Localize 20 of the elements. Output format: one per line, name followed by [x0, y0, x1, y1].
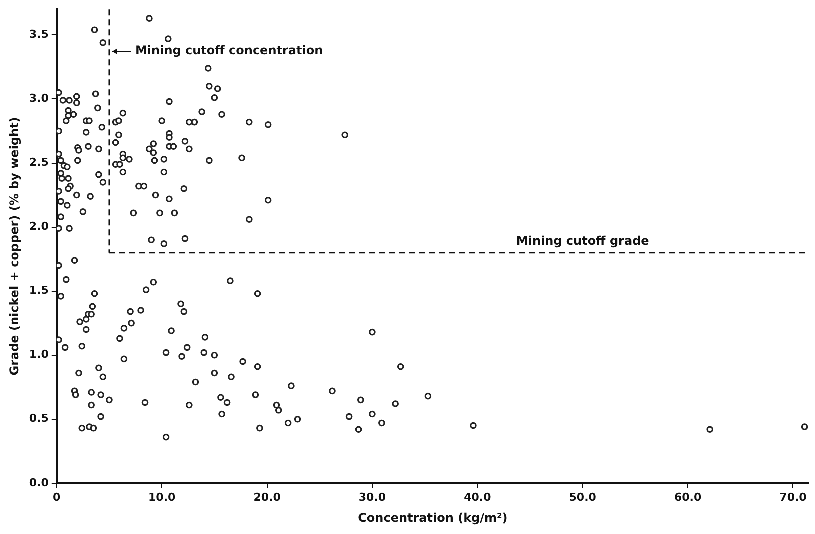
ref-line-label: Mining cutoff grade [516, 234, 650, 248]
x-tick-label: 0 [53, 490, 62, 504]
y-tick-label: 1.5 [29, 284, 49, 298]
y-tick-label: 3.5 [29, 28, 49, 42]
x-tick-label: 10.0 [148, 490, 176, 504]
y-tick-label: 0.0 [29, 476, 50, 490]
ref-line-label: Mining cutoff concentration [135, 44, 324, 58]
y-tick-label: 3.0 [29, 92, 50, 106]
y-tick-label: 2.5 [29, 156, 49, 170]
x-tick-label: 30.0 [358, 490, 386, 504]
y-axis-title: Grade (nickel + copper) (% by weight) [7, 117, 22, 376]
x-tick-label: 40.0 [464, 490, 492, 504]
x-tick-label: 50.0 [569, 490, 597, 504]
x-axis-title: Concentration (kg/m²) [358, 510, 508, 525]
x-tick-label: 60.0 [674, 490, 702, 504]
y-tick-label: 1.0 [29, 348, 50, 362]
x-tick-label: 20.0 [254, 490, 282, 504]
y-tick-label: 0.5 [29, 412, 49, 426]
x-tick-label: 70.0 [780, 490, 808, 504]
y-tick-label: 2.0 [29, 220, 50, 234]
